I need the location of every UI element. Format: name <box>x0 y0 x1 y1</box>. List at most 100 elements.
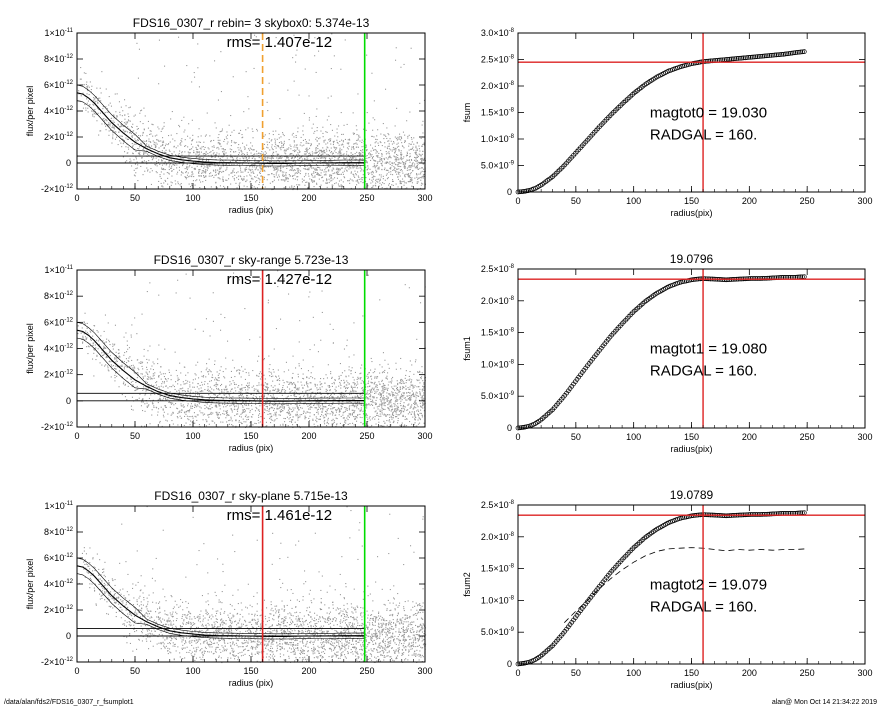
data-point <box>189 165 190 166</box>
data-point <box>360 171 361 172</box>
data-point <box>250 175 251 176</box>
data-point <box>418 156 419 157</box>
data-point <box>320 340 321 341</box>
data-point <box>312 182 313 183</box>
data-point <box>368 157 369 158</box>
data-point <box>257 391 258 392</box>
data-point <box>164 122 165 123</box>
data-point <box>333 168 334 169</box>
data-point <box>405 419 406 420</box>
data-point <box>284 175 285 176</box>
data-point <box>390 149 391 150</box>
data-point <box>296 147 297 148</box>
data-point <box>412 417 413 418</box>
data-point <box>181 152 182 153</box>
data-point <box>348 375 349 376</box>
data-point <box>419 148 420 149</box>
data-point <box>160 174 161 175</box>
data-point <box>320 405 321 406</box>
data-point <box>213 171 214 172</box>
data-point <box>87 323 88 324</box>
data-point <box>288 407 289 408</box>
data-point <box>347 340 348 341</box>
data-point <box>252 387 253 388</box>
data-point <box>331 151 332 152</box>
data-point <box>333 419 334 420</box>
data-point <box>215 122 216 123</box>
data-point <box>377 161 378 162</box>
data-point <box>390 157 391 158</box>
data-point <box>351 402 352 403</box>
data-point <box>185 383 186 384</box>
data-point <box>370 420 371 421</box>
data-point <box>386 392 387 393</box>
data-point <box>184 146 185 147</box>
data-point <box>397 380 398 381</box>
data-point <box>363 170 364 171</box>
data-point <box>309 178 310 179</box>
data-point <box>314 55 315 56</box>
data-point <box>387 153 388 154</box>
data-point <box>358 147 359 148</box>
data-point <box>226 389 227 390</box>
data-point <box>371 154 372 155</box>
data-point <box>287 177 288 178</box>
data-point <box>297 388 298 389</box>
data-point <box>123 156 124 157</box>
data-point <box>136 399 137 400</box>
data-point <box>374 100 375 101</box>
data-point <box>273 131 274 132</box>
figure-canvas: 0 50 100 150 200 250 300-2×10-1202×10-124×10-1… <box>0 0 885 708</box>
data-point <box>329 166 330 167</box>
data-point <box>357 168 358 169</box>
data-point <box>339 181 340 182</box>
data-point <box>158 140 159 141</box>
data-point <box>123 382 124 383</box>
data-point <box>254 176 255 177</box>
data-point <box>269 133 270 134</box>
data-point <box>383 123 384 124</box>
data-point <box>409 169 410 170</box>
data-point <box>136 126 137 127</box>
data-point <box>250 142 251 143</box>
data-point <box>304 176 305 177</box>
data-point <box>82 327 83 328</box>
data-point <box>239 152 240 153</box>
data-point <box>137 386 138 387</box>
data-point <box>297 159 298 160</box>
data-point <box>412 170 413 171</box>
data-point <box>352 423 353 424</box>
data-point <box>127 378 128 379</box>
data-point <box>245 129 246 130</box>
data-point <box>346 151 347 152</box>
data-point <box>330 159 331 160</box>
data-point <box>339 174 340 175</box>
data-point <box>380 134 381 135</box>
data-point <box>112 344 113 345</box>
data-point <box>284 391 285 392</box>
data-point <box>326 180 327 181</box>
data-point <box>147 169 148 170</box>
data-point <box>306 404 307 405</box>
data-point <box>238 404 239 405</box>
data-point <box>353 174 354 175</box>
data-point <box>383 176 384 177</box>
data-point <box>187 167 188 168</box>
data-point <box>190 298 191 299</box>
data-point <box>257 175 258 176</box>
data-point <box>90 331 91 332</box>
data-point <box>291 395 292 396</box>
data-point <box>173 164 174 165</box>
data-point <box>297 173 298 174</box>
data-point <box>282 175 283 176</box>
data-point <box>387 379 388 380</box>
data-point <box>256 129 257 130</box>
data-point <box>332 170 333 171</box>
data-point <box>386 162 387 163</box>
data-point <box>203 153 204 154</box>
data-point <box>325 171 326 172</box>
data-point <box>147 403 148 404</box>
data-point <box>214 422 215 423</box>
data-point <box>114 359 115 360</box>
data-point <box>398 168 399 169</box>
